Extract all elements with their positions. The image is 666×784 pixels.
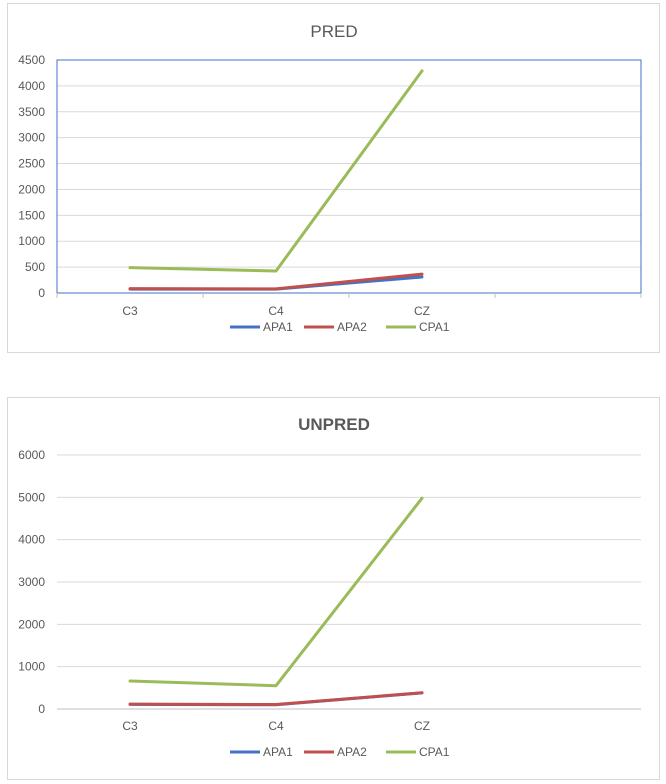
y-tick-label: 500 (25, 260, 45, 274)
y-tick-label: 1000 (18, 234, 45, 248)
series-line-cpa1 (128, 496, 424, 688)
y-tick-label: 4500 (18, 53, 45, 67)
y-tick-label: 1000 (18, 660, 45, 674)
series-line-cpa1 (128, 69, 424, 273)
y-tick-label: 3000 (18, 575, 45, 589)
x-category-label: C3 (122, 304, 138, 318)
plot-area-border (56, 59, 642, 294)
y-tick-label: 0 (38, 702, 45, 716)
x-category-label: C4 (268, 719, 284, 733)
pred-chart-panel: PRED 0 500 1000 1500 2000 2500 3000 3500 4000 450… (7, 3, 660, 353)
chart-title: PRED (310, 22, 357, 41)
series-line-apa2 (128, 691, 424, 707)
x-category-label: C3 (122, 719, 138, 733)
y-tick-label: 5000 (18, 490, 45, 504)
legend-label: APA1 (263, 745, 293, 759)
legend-label: CPA1 (419, 320, 450, 334)
chart-title: UNPRED (298, 415, 370, 434)
x-category-label: CZ (414, 719, 430, 733)
unpred-chart-panel: UNPRED 0 1000 2000 3000 4000 5000 6000 C3 C4 CZ AP… (7, 397, 660, 780)
y-tick-label: 3000 (18, 131, 45, 145)
legend-label: APA2 (337, 745, 367, 759)
legend-label: APA2 (337, 320, 367, 334)
legend-label: CPA1 (419, 745, 450, 759)
x-category-label: CZ (414, 304, 430, 318)
y-tick-label: 0 (38, 286, 45, 300)
x-category-label: C4 (268, 304, 284, 318)
y-tick-label: 3500 (18, 105, 45, 119)
y-tick-label: 4000 (18, 79, 45, 93)
y-tick-label: 6000 (18, 448, 45, 462)
y-tick-label: 4000 (18, 533, 45, 547)
pred-chart: PRED 0 500 1000 1500 2000 2500 3000 3500 4000 450… (18, 22, 642, 334)
unpred-chart: UNPRED 0 1000 2000 3000 4000 5000 6000 C3 C4 CZ AP… (18, 415, 641, 759)
y-tick-label: 2500 (18, 157, 45, 171)
y-tick-label: 2000 (18, 182, 45, 196)
legend-label: APA1 (263, 320, 293, 334)
y-tick-label: 1500 (18, 208, 45, 222)
y-tick-label: 2000 (18, 617, 45, 631)
series-line-apa2 (128, 272, 424, 291)
